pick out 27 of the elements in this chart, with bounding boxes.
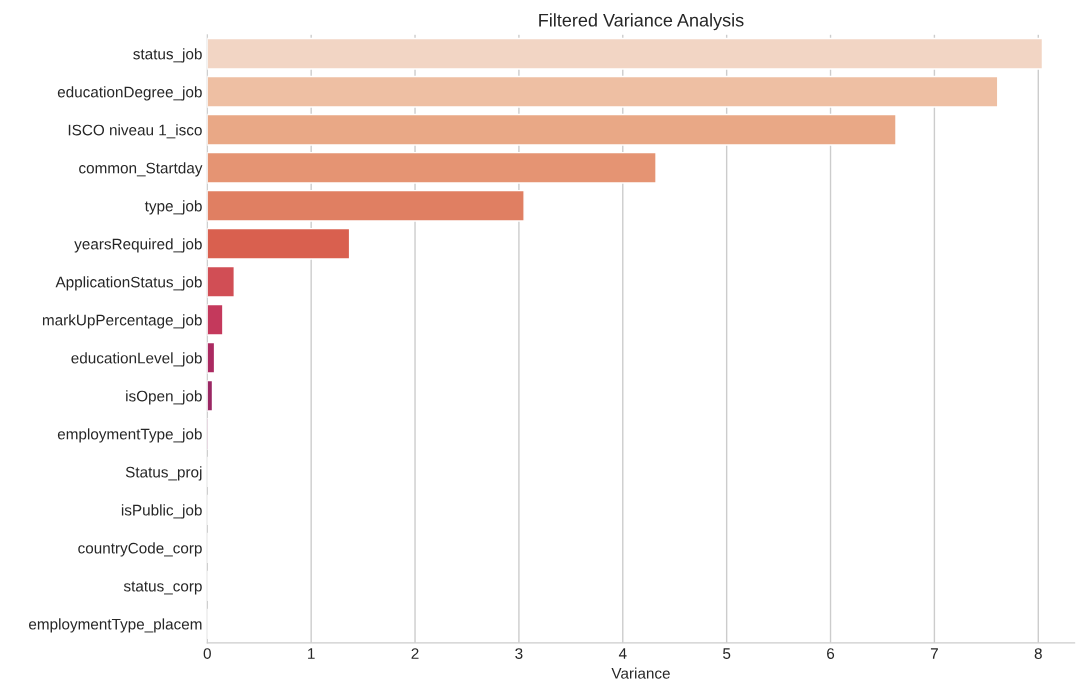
y-tick-label: employmentType_job xyxy=(57,428,202,443)
x-tick-label: 0 xyxy=(203,648,211,659)
x-tick-label: 8 xyxy=(1034,648,1042,659)
x-tick-label: 4 xyxy=(618,648,627,659)
y-tick-label: common_Startday xyxy=(79,162,203,177)
y-tick-label: educationDegree_job xyxy=(57,86,202,101)
y-tick-label: status_job xyxy=(133,48,202,63)
x-tick-label: 3 xyxy=(515,648,523,659)
y-tick-label: markUpPercentage_job xyxy=(42,314,202,329)
x-tick-label: 5 xyxy=(723,648,731,659)
x-tick-label: 6 xyxy=(827,648,835,659)
y-tick-label: isPublic_job xyxy=(121,504,202,519)
x-axis-title: Variance xyxy=(611,667,670,679)
y-tick-label: Status_proj xyxy=(125,466,202,481)
chart-title: Filtered Variance Analysis xyxy=(539,13,744,31)
y-tick-label: employmentType_placem xyxy=(29,618,202,633)
y-tick-label: status_corp xyxy=(123,581,202,595)
y-tick-label: yearsRequired_job xyxy=(74,238,202,253)
y-tick-label: isOpen_job xyxy=(126,390,202,405)
y-tick-label: type_job xyxy=(144,200,202,215)
x-tick-label: 2 xyxy=(411,648,419,659)
y-tick-label: ISCO niveau 1_isco xyxy=(68,124,202,139)
y-tick-label: ApplicationStatus_job xyxy=(55,276,202,291)
x-tick-label: 7 xyxy=(930,648,938,659)
y-tick-label: countryCode_corp xyxy=(78,542,202,557)
x-tick-label: 1 xyxy=(308,648,315,659)
y-tick-label: educationLevel_job xyxy=(71,352,202,367)
